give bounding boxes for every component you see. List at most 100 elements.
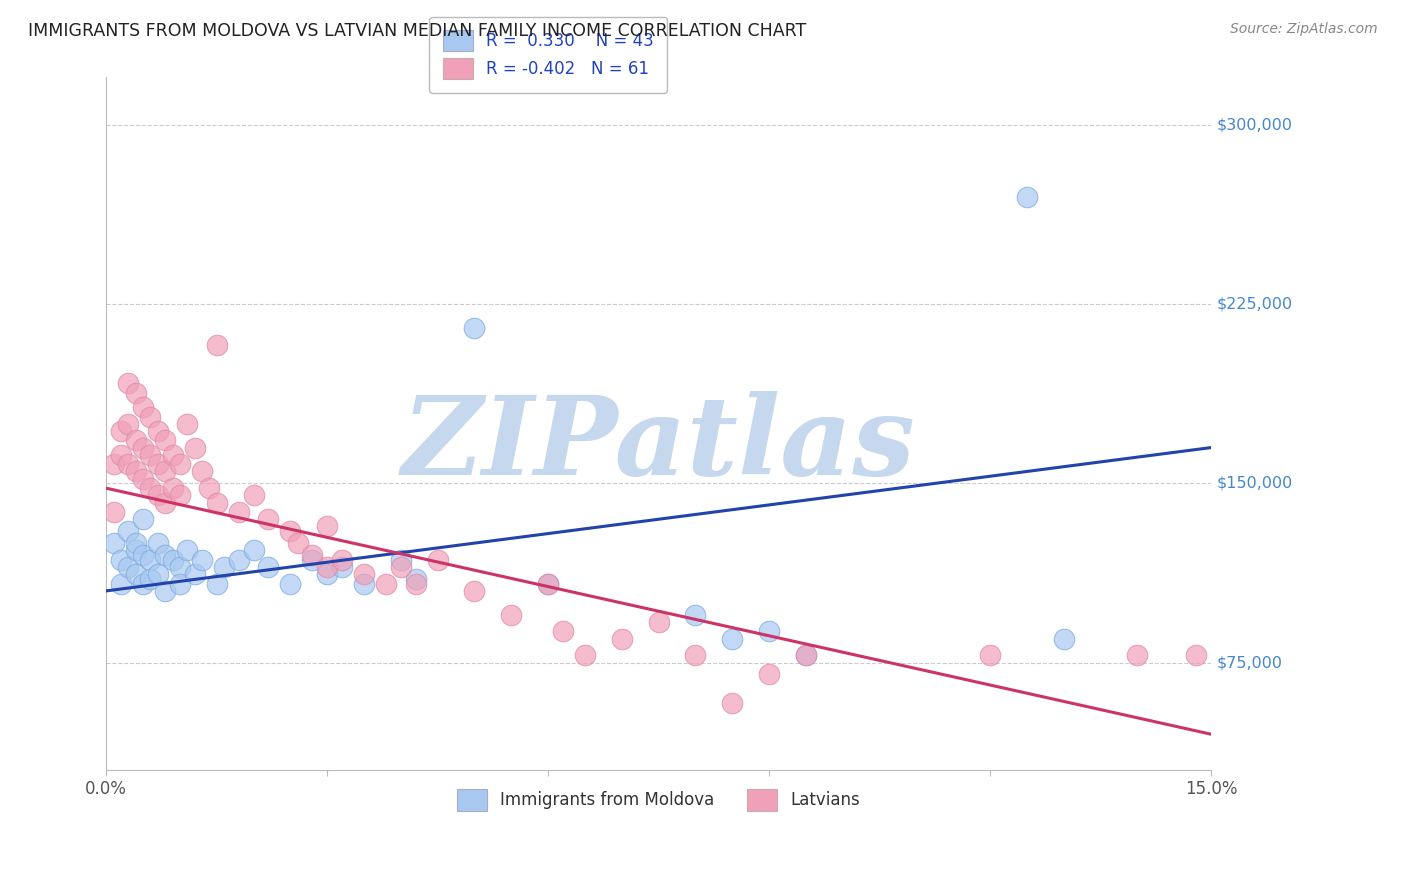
Point xyxy=(610,632,633,646)
Point xyxy=(405,576,427,591)
Text: $300,000: $300,000 xyxy=(1216,118,1292,133)
Point xyxy=(125,385,148,400)
Point xyxy=(117,524,139,538)
Point xyxy=(647,615,669,629)
Point xyxy=(153,548,176,562)
Point xyxy=(139,553,162,567)
Point xyxy=(146,488,169,502)
Point xyxy=(153,465,176,479)
Point xyxy=(146,567,169,582)
Point xyxy=(794,648,817,663)
Point xyxy=(574,648,596,663)
Point xyxy=(125,465,148,479)
Point xyxy=(176,417,198,431)
Point xyxy=(153,583,176,598)
Point xyxy=(205,576,228,591)
Point xyxy=(162,481,184,495)
Point xyxy=(330,560,353,574)
Point xyxy=(169,560,191,574)
Point xyxy=(389,560,412,574)
Point xyxy=(242,488,264,502)
Point xyxy=(242,543,264,558)
Point xyxy=(125,543,148,558)
Point xyxy=(139,481,162,495)
Point xyxy=(205,338,228,352)
Point xyxy=(280,576,302,591)
Point xyxy=(758,624,780,639)
Point xyxy=(110,576,132,591)
Point xyxy=(685,607,707,622)
Point xyxy=(205,495,228,509)
Point xyxy=(426,553,449,567)
Point xyxy=(132,548,155,562)
Point xyxy=(375,576,398,591)
Point xyxy=(389,553,412,567)
Point xyxy=(301,553,323,567)
Point xyxy=(117,376,139,391)
Text: Source: ZipAtlas.com: Source: ZipAtlas.com xyxy=(1230,22,1378,37)
Point xyxy=(125,567,148,582)
Point xyxy=(228,553,250,567)
Point xyxy=(117,417,139,431)
Point xyxy=(117,560,139,574)
Point xyxy=(162,553,184,567)
Point xyxy=(191,553,214,567)
Point xyxy=(537,576,560,591)
Point xyxy=(551,624,574,639)
Point xyxy=(146,536,169,550)
Point xyxy=(176,543,198,558)
Text: $150,000: $150,000 xyxy=(1216,476,1292,491)
Point xyxy=(125,434,148,448)
Point xyxy=(353,576,375,591)
Point xyxy=(132,400,155,414)
Point xyxy=(537,576,560,591)
Point xyxy=(183,567,205,582)
Point xyxy=(153,434,176,448)
Point xyxy=(1015,190,1038,204)
Point xyxy=(198,481,221,495)
Point xyxy=(685,648,707,663)
Text: ZIPatlas: ZIPatlas xyxy=(402,391,915,499)
Point xyxy=(463,583,485,598)
Point xyxy=(721,696,744,710)
Point xyxy=(212,560,235,574)
Point xyxy=(330,553,353,567)
Point xyxy=(501,607,523,622)
Text: $225,000: $225,000 xyxy=(1216,297,1292,312)
Point xyxy=(139,572,162,586)
Point xyxy=(132,441,155,455)
Point xyxy=(132,512,155,526)
Point xyxy=(280,524,302,538)
Point xyxy=(146,424,169,438)
Point xyxy=(257,560,280,574)
Point xyxy=(117,458,139,472)
Point xyxy=(162,448,184,462)
Point xyxy=(228,505,250,519)
Point xyxy=(103,458,125,472)
Point xyxy=(257,512,280,526)
Point xyxy=(132,472,155,486)
Point xyxy=(153,495,176,509)
Point xyxy=(110,448,132,462)
Point xyxy=(287,536,309,550)
Text: $75,000: $75,000 xyxy=(1216,655,1282,670)
Point xyxy=(794,648,817,663)
Point xyxy=(139,409,162,424)
Point xyxy=(1052,632,1074,646)
Point xyxy=(169,458,191,472)
Point xyxy=(979,648,1001,663)
Point xyxy=(463,321,485,335)
Point xyxy=(405,572,427,586)
Point xyxy=(125,536,148,550)
Point xyxy=(758,667,780,681)
Point xyxy=(132,576,155,591)
Point xyxy=(1185,648,1208,663)
Point xyxy=(110,424,132,438)
Point xyxy=(146,458,169,472)
Point xyxy=(169,488,191,502)
Point xyxy=(169,576,191,591)
Point xyxy=(301,548,323,562)
Point xyxy=(183,441,205,455)
Text: IMMIGRANTS FROM MOLDOVA VS LATVIAN MEDIAN FAMILY INCOME CORRELATION CHART: IMMIGRANTS FROM MOLDOVA VS LATVIAN MEDIA… xyxy=(28,22,807,40)
Point xyxy=(139,448,162,462)
